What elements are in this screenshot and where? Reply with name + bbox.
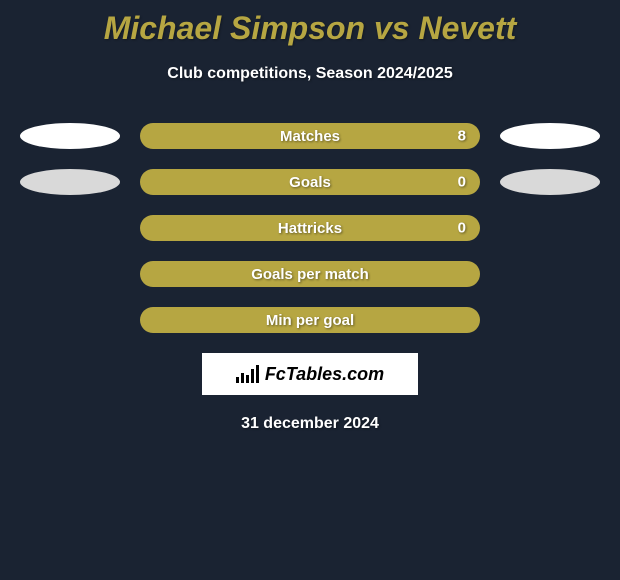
stat-bar-hattricks: Hattricks 0: [140, 215, 480, 241]
stat-row: Min per goal: [0, 307, 620, 333]
date-label: 31 december 2024: [0, 415, 620, 433]
stat-value: 0: [458, 174, 466, 191]
page-subtitle: Club competitions, Season 2024/2025: [0, 65, 620, 83]
logo-text: FcTables.com: [265, 364, 384, 385]
stat-row: Hattricks 0: [0, 215, 620, 241]
stat-label: Hattricks: [278, 220, 342, 237]
stat-value: 8: [458, 128, 466, 145]
comparison-chart: Matches 8 Goals 0 Hattricks 0 Goals per …: [0, 123, 620, 333]
bar-chart-icon: [236, 365, 259, 383]
stat-row: Matches 8: [0, 123, 620, 149]
stat-row: Goals per match: [0, 261, 620, 287]
source-logo: FcTables.com: [202, 353, 418, 395]
player-left-marker: [20, 169, 120, 195]
player-right-marker: [500, 169, 600, 195]
stat-bar-goals-per-match: Goals per match: [140, 261, 480, 287]
stat-row: Goals 0: [0, 169, 620, 195]
player-left-marker: [20, 123, 120, 149]
stat-label: Min per goal: [266, 312, 354, 329]
page-title: Michael Simpson vs Nevett: [0, 0, 620, 47]
stat-label: Goals: [289, 174, 331, 191]
stat-bar-goals: Goals 0: [140, 169, 480, 195]
stat-label: Matches: [280, 128, 340, 145]
stat-label: Goals per match: [251, 266, 369, 283]
stat-bar-min-per-goal: Min per goal: [140, 307, 480, 333]
player-right-marker: [500, 123, 600, 149]
stat-bar-matches: Matches 8: [140, 123, 480, 149]
stat-value: 0: [458, 220, 466, 237]
